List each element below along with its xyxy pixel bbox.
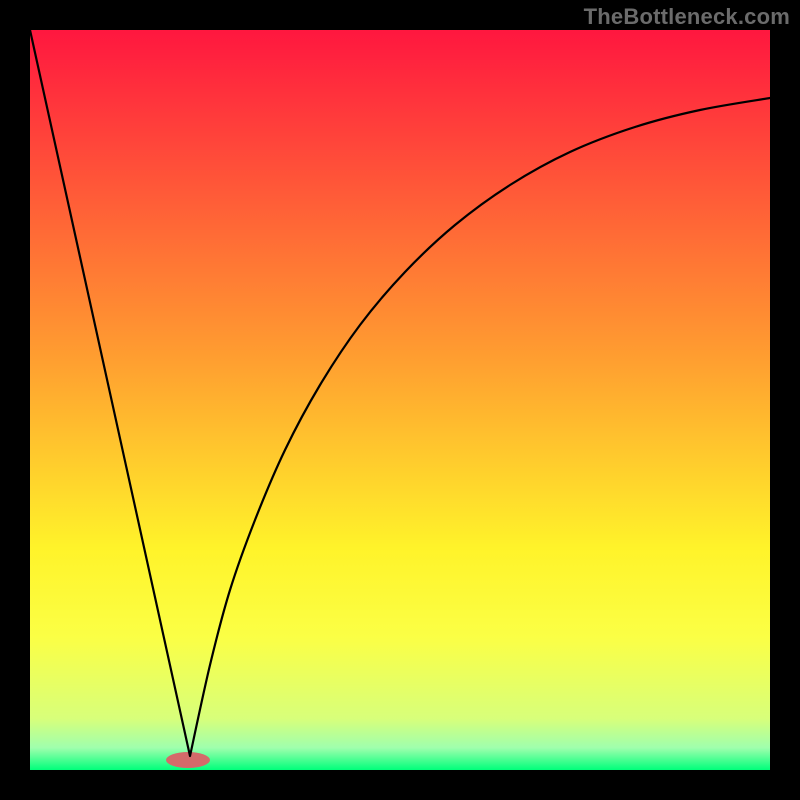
chart-container: { "watermark": { "text": "TheBottleneck.… [0,0,800,800]
watermark-text: TheBottleneck.com [584,4,790,30]
bottleneck-marker [166,752,210,768]
bottleneck-chart [0,0,800,800]
chart-gradient-background [30,30,770,770]
